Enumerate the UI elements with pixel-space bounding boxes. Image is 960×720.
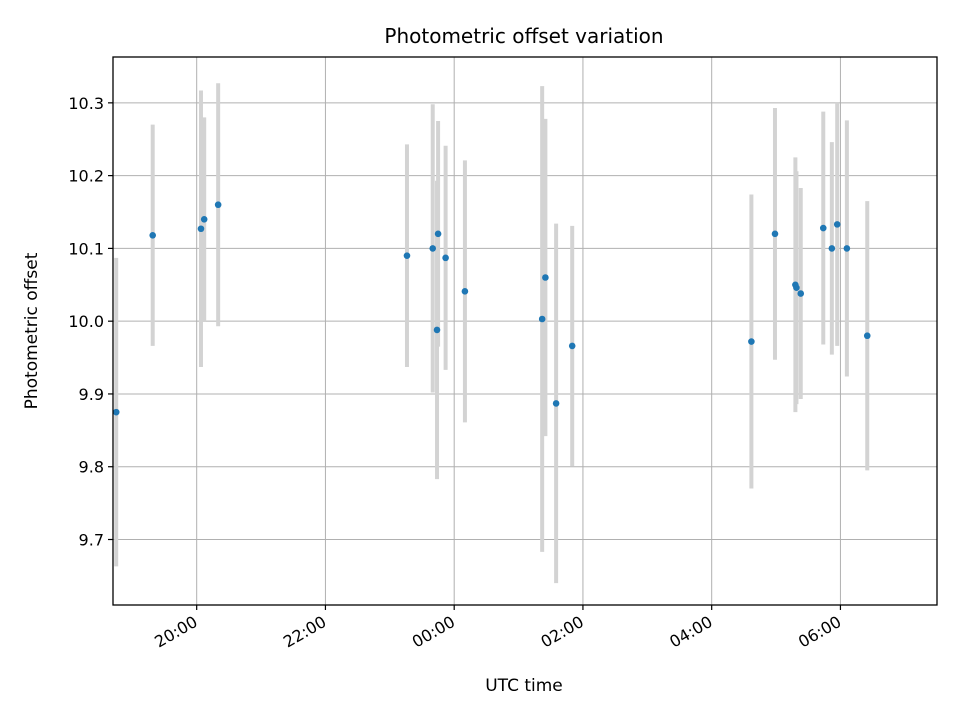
y-tick-label: 9.7 [79, 531, 104, 550]
y-tick-label: 10.2 [68, 167, 104, 186]
chart-title: Photometric offset variation [384, 24, 663, 48]
y-tick-label: 10.1 [68, 239, 104, 258]
data-point [552, 400, 560, 407]
data-point [797, 290, 805, 297]
data-point [863, 332, 871, 340]
data-point [429, 245, 437, 252]
data-point [843, 245, 851, 252]
data-point [819, 224, 827, 232]
data-point [434, 230, 442, 238]
data-points [112, 201, 871, 416]
data-point [828, 245, 836, 252]
data-point [461, 288, 469, 295]
data-point [403, 252, 411, 259]
y-tick-label: 9.8 [79, 458, 104, 477]
data-point [433, 326, 441, 334]
data-point [568, 342, 576, 350]
plot-frame [112, 56, 938, 606]
data-point [833, 221, 841, 228]
y-tick-label: 10.3 [68, 94, 104, 113]
data-point [793, 284, 800, 291]
data-point [112, 408, 120, 416]
data-point [197, 225, 205, 233]
data-point [214, 201, 222, 209]
y-axis-label: Photometric offset [22, 252, 42, 409]
data-point [542, 274, 549, 281]
data-point [149, 232, 156, 239]
data-point [442, 254, 449, 262]
y-tick-label: 9.9 [79, 385, 104, 404]
data-point [748, 338, 755, 345]
data-point [771, 230, 779, 238]
data-point [538, 315, 546, 323]
x-axis-label: UTC time [485, 676, 563, 696]
data-point [200, 215, 208, 223]
y-axis-ticks: 9.7 9.8 9.9 10.0 10.1 10.2 10.3 [68, 94, 113, 550]
y-tick-label: 10.0 [68, 312, 104, 331]
